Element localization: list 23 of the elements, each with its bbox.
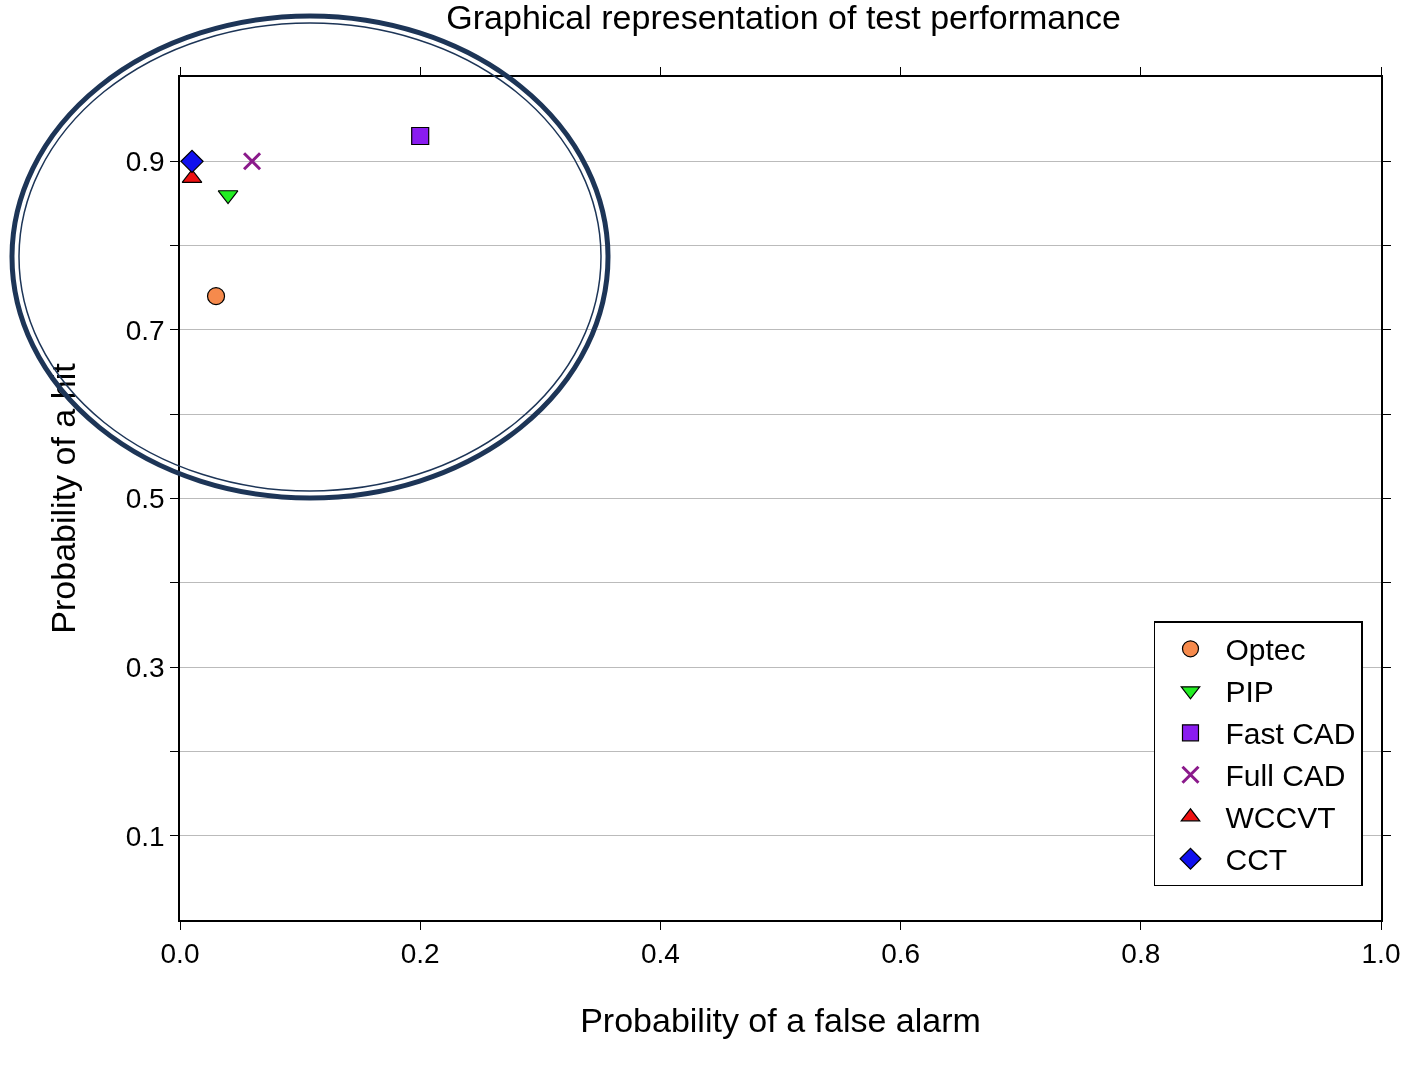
- x-tick-label: 0.0: [160, 938, 200, 970]
- x-tick-label: 0.8: [1121, 938, 1161, 970]
- point: [180, 149, 204, 173]
- x-tick-label: 1.0: [1361, 938, 1401, 970]
- x-axis-title: Probability of a false alarm: [580, 1001, 981, 1040]
- legend-label: Fast CAD: [1225, 717, 1356, 751]
- y-tick-label: 0.9: [125, 146, 165, 178]
- x-tick-label: 0.6: [881, 938, 921, 970]
- y-tick-label: 0.3: [125, 651, 165, 683]
- x-tick-label: 0.4: [640, 938, 680, 970]
- chart-title: Graphical representation of test performance: [446, 0, 1121, 37]
- y-tick-label: 0.1: [125, 820, 165, 852]
- legend-label: Full CAD: [1225, 759, 1346, 793]
- y-tick-label: 0.5: [125, 483, 165, 515]
- point: [242, 151, 262, 171]
- legend-label: PIP: [1225, 675, 1274, 709]
- x-tick-label: 0.2: [400, 938, 440, 970]
- point: [411, 126, 430, 146]
- legend-label: Optec: [1225, 633, 1306, 667]
- y-tick-label: 0.7: [125, 314, 165, 346]
- legend-label: WCCVT: [1225, 801, 1336, 835]
- point: [206, 287, 226, 306]
- legend-label: CCT: [1225, 843, 1288, 877]
